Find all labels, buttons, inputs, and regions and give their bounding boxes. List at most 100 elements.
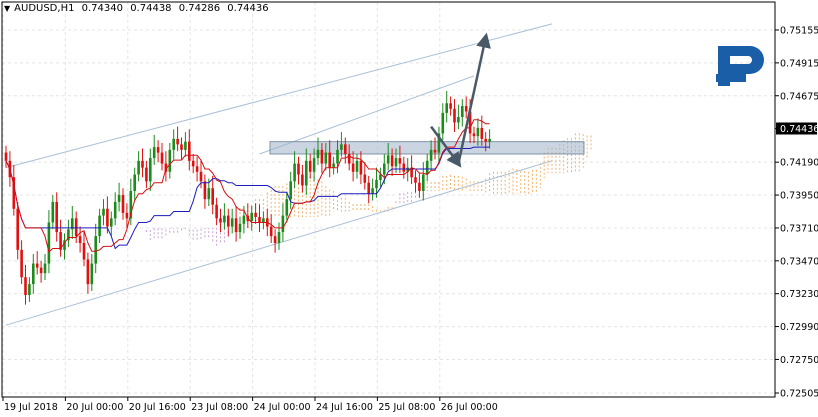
y-tick-label: 0.74190 <box>780 158 818 169</box>
candle-body <box>184 141 187 150</box>
candle-body <box>375 179 378 189</box>
candle-body <box>476 127 480 137</box>
candle-body <box>285 199 289 216</box>
candle-body <box>262 218 265 223</box>
x-tick-label: 19 Jul 2018 <box>4 402 58 413</box>
y-tick-label: 0.72750 <box>780 355 818 366</box>
y-tick-label: 0.74915 <box>780 58 818 69</box>
candle-body <box>20 249 23 278</box>
candle-body <box>219 218 222 223</box>
candle-body <box>78 236 82 244</box>
candle-body <box>445 103 448 113</box>
candle-body <box>82 243 86 260</box>
candle-body <box>281 215 285 233</box>
y-tick-label: 0.73230 <box>780 289 818 300</box>
candle-body <box>433 149 437 153</box>
candle-body <box>98 215 101 237</box>
candle-body <box>383 163 386 175</box>
candle-body <box>457 116 460 123</box>
candle-body <box>211 188 214 205</box>
chart-header: ▼ AUDUSD,H1 0.74340 0.74438 0.74286 0.744… <box>4 3 273 14</box>
candle-body <box>141 160 144 168</box>
price-axis[interactable]: 0.75155 0.74915 0.74675 0.74190 0.73950 0.737… <box>775 26 818 400</box>
candle-body <box>453 108 456 123</box>
candle-body <box>152 147 156 159</box>
candles <box>4 90 491 305</box>
candle-body <box>437 133 441 153</box>
chevron-down-icon[interactable]: ▼ <box>4 4 11 13</box>
candle-body <box>468 111 472 134</box>
candle-body <box>316 149 320 159</box>
candle-body <box>207 188 211 200</box>
candle-body <box>94 236 97 264</box>
high-value: 0.74438 <box>130 3 172 14</box>
candle-body <box>172 138 175 150</box>
candle-body <box>188 141 191 161</box>
candle-body <box>74 218 78 237</box>
candle-body <box>371 188 374 194</box>
candle-body <box>464 106 468 112</box>
channel-upper-line <box>5 23 553 169</box>
candle-body <box>43 263 47 274</box>
candle-body <box>223 215 226 223</box>
candle-body <box>4 152 8 161</box>
candle-body <box>351 163 355 172</box>
candle-body <box>406 167 409 172</box>
candle-body <box>117 195 121 202</box>
forecast-arrow <box>457 32 491 164</box>
candle-body <box>39 267 43 274</box>
candle-body <box>379 174 382 180</box>
candle-body <box>258 216 261 223</box>
y-tick-label: 0.72990 <box>780 322 818 333</box>
candle-body <box>484 138 487 142</box>
candle-body <box>168 149 172 172</box>
broker-logo-icon <box>716 46 764 86</box>
candle-body <box>199 171 203 182</box>
chart-grid <box>2 2 775 397</box>
candle-body <box>449 103 452 109</box>
candle-body <box>113 201 117 219</box>
candle-body <box>308 160 312 172</box>
candle-body <box>156 147 160 153</box>
candle-body <box>305 160 308 186</box>
candle-body <box>398 158 402 164</box>
candle-body <box>359 160 363 175</box>
x-tick-label: 23 Jul 08:00 <box>191 402 248 413</box>
candle-body <box>67 229 70 241</box>
candle-body <box>429 149 433 161</box>
candle-body <box>269 226 273 237</box>
candle-body <box>461 106 464 117</box>
y-tick-label: 0.75155 <box>780 26 818 37</box>
kijun-line <box>5 146 490 250</box>
x-tick-label: 24 Jul 00:00 <box>254 402 311 413</box>
candle-body <box>90 263 94 285</box>
candle-body <box>160 152 164 164</box>
candle-body <box>238 223 242 233</box>
candle-body <box>250 212 253 222</box>
candle-body <box>344 144 347 154</box>
candle-body <box>86 259 90 285</box>
candle-body <box>367 182 370 194</box>
candle-body <box>59 232 62 250</box>
candle-body <box>488 138 491 142</box>
candle-body <box>129 190 133 219</box>
candle-body <box>277 232 281 244</box>
candle-body <box>293 163 296 182</box>
candle-body <box>35 263 39 268</box>
time-axis[interactable]: 19 Jul 2018 20 Jul 00:00 20 Jul 16:00 23 Ju… <box>2 397 498 413</box>
candle-body <box>12 177 16 209</box>
candle-body <box>312 158 316 172</box>
candle-body <box>195 166 199 172</box>
candle-body <box>347 153 351 164</box>
candle-body <box>176 138 179 145</box>
candle-body <box>164 163 168 172</box>
candle-body <box>324 152 328 164</box>
candle-body <box>63 240 66 250</box>
candle-body <box>215 204 218 219</box>
candle-body <box>133 174 136 191</box>
candle-body <box>110 218 113 227</box>
candle-body <box>180 144 183 150</box>
candle-body <box>28 284 31 296</box>
